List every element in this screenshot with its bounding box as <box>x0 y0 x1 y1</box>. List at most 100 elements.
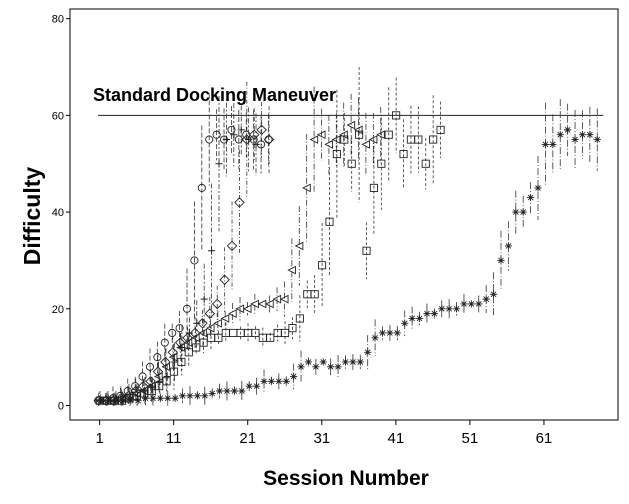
data-point <box>204 308 216 319</box>
data-point <box>182 332 193 344</box>
data-point <box>279 294 289 304</box>
data-point <box>141 394 150 402</box>
data-point <box>211 298 223 310</box>
data-point <box>593 135 601 144</box>
data-point <box>378 329 387 337</box>
data-point <box>384 130 393 139</box>
data-point <box>571 135 579 144</box>
data-point <box>212 130 221 139</box>
data-point <box>230 131 238 139</box>
data-point <box>190 333 200 343</box>
data-point <box>327 363 335 371</box>
data-point <box>316 130 326 140</box>
data-point <box>319 358 327 366</box>
data-point <box>302 183 311 193</box>
data-point <box>153 372 163 381</box>
y-tick-label: 40 <box>52 207 64 219</box>
data-point <box>347 159 356 168</box>
data-point <box>156 377 164 385</box>
data-point <box>556 131 564 139</box>
data-point <box>168 328 177 338</box>
data-point <box>256 124 267 136</box>
x-tick-label: 61 <box>536 430 553 447</box>
data-point <box>346 120 356 130</box>
data-point <box>467 300 475 308</box>
data-point <box>182 304 192 313</box>
y-axis-title: Difficulty <box>19 167 45 266</box>
data-point <box>192 343 201 352</box>
data-point <box>275 377 283 385</box>
data-point <box>124 391 133 401</box>
data-point <box>184 348 193 357</box>
data-point <box>549 140 557 148</box>
data-point <box>193 319 201 327</box>
data-point <box>153 353 162 362</box>
reference-line-label: Standard Docking Maneuver <box>93 85 336 105</box>
data-point <box>414 135 423 144</box>
data-point <box>309 135 319 144</box>
data-point <box>332 150 341 159</box>
data-point <box>393 329 401 337</box>
data-point <box>257 299 267 309</box>
data-point <box>252 140 260 148</box>
x-tick-label: 1 <box>95 430 103 447</box>
data-point <box>245 382 253 390</box>
data-point <box>199 338 208 347</box>
data-point <box>134 397 142 405</box>
data-point <box>149 394 157 402</box>
data-point <box>214 333 223 342</box>
data-point <box>578 131 587 139</box>
data-point <box>205 135 214 144</box>
data-point <box>266 333 275 342</box>
data-point <box>263 134 275 145</box>
data-point <box>408 314 416 323</box>
y-tick-label: 80 <box>52 14 64 26</box>
data-point <box>141 387 149 395</box>
data-point <box>368 135 378 144</box>
data-point <box>230 387 238 395</box>
data-point <box>201 392 209 400</box>
y-tick-label: 60 <box>52 110 64 122</box>
data-point <box>200 295 208 303</box>
data-point <box>215 160 223 168</box>
data-point <box>504 242 512 250</box>
data-point <box>161 362 171 372</box>
data-point <box>452 305 461 313</box>
data-point <box>489 290 498 298</box>
data-point <box>242 304 252 314</box>
data-point <box>460 300 468 308</box>
data-point <box>438 305 446 313</box>
data-point <box>294 241 304 251</box>
data-point <box>318 261 327 270</box>
data-point <box>534 184 542 192</box>
data-point <box>112 397 120 405</box>
data-point <box>119 397 127 405</box>
data-point <box>260 377 268 385</box>
data-point <box>97 397 105 405</box>
data-point <box>152 366 164 377</box>
data-point <box>219 274 230 286</box>
data-point <box>228 309 237 318</box>
data-point <box>253 382 261 390</box>
data-point <box>423 310 431 318</box>
data-point <box>169 367 179 376</box>
data-point <box>281 328 290 338</box>
data-point <box>430 310 438 318</box>
data-points-group <box>93 111 601 406</box>
data-point <box>227 125 236 134</box>
x-tick-label: 31 <box>313 430 330 447</box>
data-point <box>171 394 179 402</box>
data-point <box>222 135 231 144</box>
data-point <box>145 362 155 371</box>
x-axis-title: Session Number <box>263 467 429 490</box>
data-point <box>127 397 135 405</box>
data-point <box>208 389 216 398</box>
data-point <box>156 394 164 402</box>
data-point <box>160 338 169 347</box>
data-point <box>310 290 319 299</box>
data-point <box>267 377 276 385</box>
data-point <box>170 358 179 366</box>
